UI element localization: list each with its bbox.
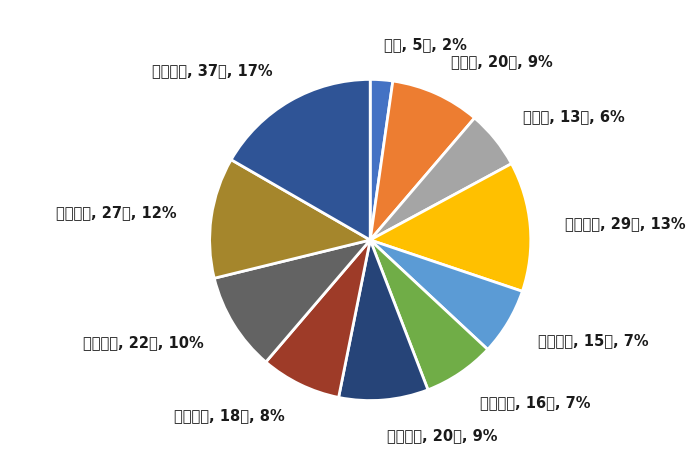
Text: １歳～, 20人, 9%: １歳～, 20人, 9% [451, 54, 553, 69]
Wedge shape [371, 240, 522, 350]
Text: ４０歳～, 20人, 9%: ４０歳～, 20人, 9% [387, 428, 497, 443]
Text: ６０歳～, 22人, 10%: ６０歳～, 22人, 10% [83, 335, 204, 350]
Wedge shape [371, 79, 393, 240]
Wedge shape [371, 81, 475, 240]
Text: ２０歳～, 15人, 7%: ２０歳～, 15人, 7% [538, 333, 649, 348]
Wedge shape [371, 240, 488, 390]
Wedge shape [371, 164, 531, 291]
Text: ５歳～, 13人, 6%: ５歳～, 13人, 6% [522, 109, 624, 124]
Wedge shape [371, 118, 511, 240]
Text: １０歳～, 29人, 13%: １０歳～, 29人, 13% [565, 216, 686, 231]
Wedge shape [339, 240, 428, 400]
Text: ８０歳～, 37人, 17%: ８０歳～, 37人, 17% [152, 63, 273, 78]
Text: ０歳, 5人, 2%: ０歳, 5人, 2% [384, 37, 467, 52]
Wedge shape [266, 240, 371, 398]
Wedge shape [231, 79, 371, 240]
Text: ７０歳～, 27人, 12%: ７０歳～, 27人, 12% [56, 205, 176, 220]
Text: ５０歳～, 18人, 8%: ５０歳～, 18人, 8% [174, 408, 284, 424]
Wedge shape [215, 240, 371, 362]
Text: ３０歳～, 16人, 7%: ３０歳～, 16人, 7% [480, 395, 591, 410]
Wedge shape [210, 160, 371, 278]
